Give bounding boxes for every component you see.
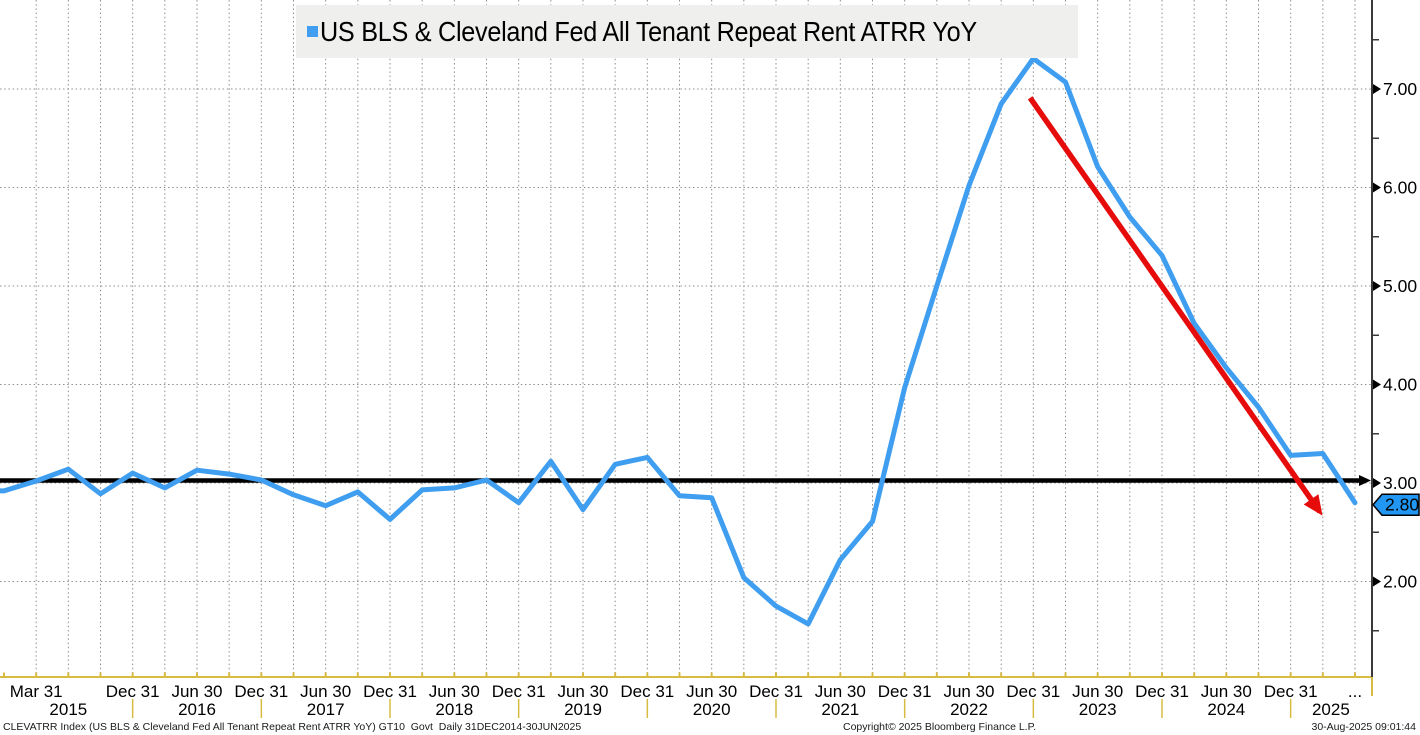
reference-line-arrowhead	[1359, 475, 1371, 486]
y-axis-label: 5.00	[1383, 276, 1417, 296]
last-value-label: 2.80	[1385, 495, 1419, 515]
series-legend-marker-icon	[307, 26, 318, 37]
y-tick-arrow	[1373, 478, 1381, 488]
x-axis	[0, 672, 1373, 718]
x-axis-year-label: 2025	[1312, 700, 1350, 719]
x-axis-tick-label: Dec 31	[620, 682, 674, 701]
x-axis-year-label: 2024	[1207, 700, 1245, 719]
y-axis-label: 2.00	[1383, 572, 1417, 592]
y-tick-arrow	[1373, 576, 1381, 587]
copyright-notice: Copyright© 2025 Bloomberg Finance L.P.	[843, 721, 1037, 733]
x-axis-tick-label: Dec 31	[749, 682, 803, 701]
x-axis-tick-label: Jun 30	[171, 682, 222, 701]
x-axis-tick-label: Jun 30	[557, 682, 608, 701]
x-axis-year-label: 2020	[693, 700, 731, 719]
x-axis-year-label: 2015	[49, 700, 87, 719]
last-value-badge	[1372, 493, 1420, 516]
chart-timestamp: 30-Aug-2025 09:01:44	[1311, 721, 1416, 733]
x-axis-tick-label: Mar 31	[10, 682, 63, 701]
x-axis-year-label: 2021	[821, 700, 859, 719]
x-axis-tick-label: ...	[1348, 682, 1362, 701]
x-axis-year-label: 2018	[435, 700, 473, 719]
x-axis-tick-label: Dec 31	[106, 682, 160, 701]
security-description: CLEVATRR Index (US BLS & Cleveland Fed A…	[3, 721, 582, 733]
y-tick-arrow	[1373, 84, 1381, 94]
x-axis-tick-label: Dec 31	[234, 682, 288, 701]
x-axis-tick-label: Jun 30	[943, 682, 994, 701]
x-axis-tick-label: Jun 30	[300, 682, 351, 701]
y-axis-label: 7.00	[1383, 79, 1417, 99]
x-axis-tick-label: Jun 30	[429, 682, 480, 701]
chart-title-box: US BLS & Cleveland Fed All Tenant Repeat…	[296, 5, 1078, 58]
x-axis-tick-label: Dec 31	[363, 682, 417, 701]
series-line-atrr-yoy	[0, 56, 1358, 627]
y-axis-label: 3.00	[1383, 473, 1417, 493]
y-axis-label: 4.00	[1383, 375, 1417, 395]
x-axis-tick-label: Jun 30	[686, 682, 737, 701]
x-axis-tick-label: Dec 31	[1264, 682, 1318, 701]
gridlines	[0, 0, 1372, 677]
x-axis-tick-label: Jun 30	[815, 682, 866, 701]
x-axis-tick-label: Jun 30	[1201, 682, 1252, 701]
y-axis-label: 6.00	[1383, 178, 1417, 198]
y-tick-arrow	[1373, 281, 1381, 291]
x-axis-tick-label: Dec 31	[492, 682, 546, 701]
y-axis	[1371, 0, 1379, 677]
x-axis-year-label: 2019	[564, 700, 602, 719]
downtrend-annotation-arrow	[1027, 96, 1323, 516]
x-axis-tick-label: Dec 31	[878, 682, 932, 701]
x-axis-year-label: 2022	[950, 700, 988, 719]
y-tick-arrow	[1373, 182, 1381, 193]
x-axis-year-label: 2017	[307, 700, 345, 719]
chart-title: US BLS & Cleveland Fed All Tenant Repeat…	[320, 15, 977, 47]
x-axis-tick-label: Dec 31	[1006, 682, 1060, 701]
x-axis-year-label: 2023	[1079, 700, 1117, 719]
x-axis-tick-label: Dec 31	[1135, 682, 1189, 701]
y-tick-arrow	[1373, 379, 1381, 390]
x-axis-tick-label: Jun 30	[1072, 682, 1123, 701]
x-axis-year-label: 2016	[178, 700, 216, 719]
